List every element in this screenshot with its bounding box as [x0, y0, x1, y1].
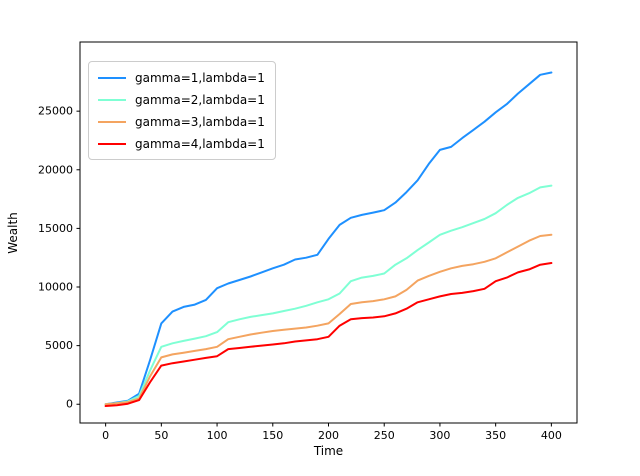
legend-label: gamma=1,lambda=1 [135, 70, 265, 85]
legend-entry: gamma=1,lambda=1 [98, 69, 265, 86]
legend-entry: gamma=3,lambda=1 [98, 113, 265, 130]
legend-line-swatch [98, 120, 126, 123]
x-tick-label: 50 [154, 429, 168, 442]
y-tick-label: 0 [66, 398, 73, 411]
series-line [104, 184, 553, 406]
legend-label: gamma=3,lambda=1 [135, 114, 265, 129]
series-line [104, 262, 553, 407]
series-line [104, 233, 553, 406]
legend-line-swatch [98, 98, 126, 101]
x-tick-label: 100 [207, 429, 228, 442]
legend-label: gamma=4,lambda=1 [135, 136, 265, 151]
legend-entry: gamma=2,lambda=1 [98, 91, 265, 108]
legend-line-swatch [98, 142, 126, 145]
series-line [104, 71, 553, 406]
x-tick-label: 150 [262, 429, 283, 442]
x-tick-label: 350 [485, 429, 506, 442]
x-tick-label: 300 [429, 429, 450, 442]
x-tick-label: 0 [102, 429, 109, 442]
y-tick-label: 20000 [38, 163, 73, 176]
plot-frame [79, 41, 578, 424]
legend: gamma=1,lambda=1 gamma=2,lambda=1 gamma=3,… [88, 61, 276, 160]
x-axis-label: Time [313, 444, 344, 458]
legend-entry: gamma=4,lambda=1 [98, 135, 265, 152]
x-tick-label: 250 [374, 429, 395, 442]
y-tick-label: 10000 [38, 281, 73, 294]
y-tick-label: 15000 [38, 222, 73, 235]
y-axis-label: Wealth [6, 212, 20, 254]
x-tick-label: 400 [541, 429, 562, 442]
x-tick-label: 200 [318, 429, 339, 442]
legend-line-swatch [98, 76, 126, 79]
legend-label: gamma=2,lambda=1 [135, 92, 265, 107]
y-tick-label: 5000 [45, 339, 73, 352]
y-tick-label: 25000 [38, 105, 73, 118]
